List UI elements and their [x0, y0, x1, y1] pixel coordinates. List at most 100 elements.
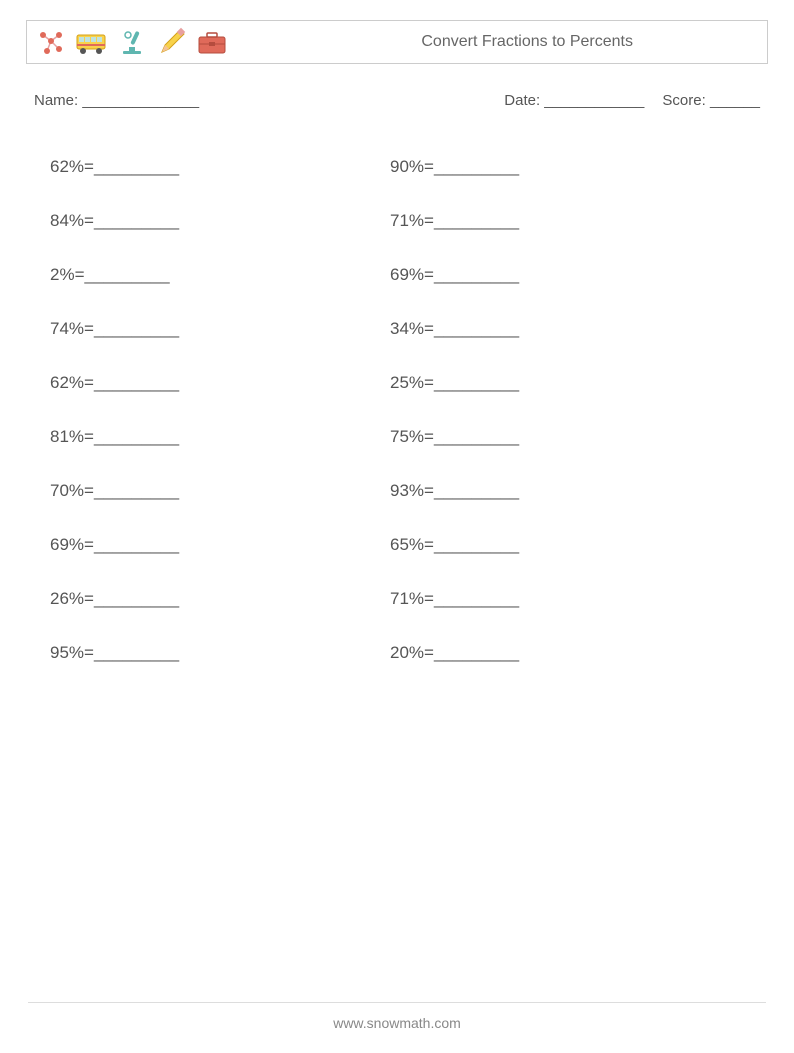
answer-blank: _________	[434, 589, 519, 609]
answer-blank: _________	[434, 535, 519, 555]
problem-row: 34% = _________	[390, 302, 730, 356]
percent-value: 74%	[50, 319, 84, 339]
equals-sign: =	[84, 211, 94, 231]
meta-row: Name: ______________ Date: ____________ …	[34, 92, 760, 109]
equals-sign: =	[84, 589, 94, 609]
percent-value: 93%	[390, 481, 424, 501]
answer-blank: _________	[434, 211, 519, 231]
answer-blank: _________	[94, 589, 179, 609]
problem-row: 81% = _________	[50, 410, 390, 464]
answer-blank: _________	[94, 319, 179, 339]
score-blank: ______	[710, 92, 760, 109]
problem-row: 25% = _________	[390, 356, 730, 410]
meta-right: Date: ____________ Score: ______	[504, 92, 760, 109]
equals-sign: =	[424, 535, 434, 555]
percent-value: 25%	[390, 373, 424, 393]
percent-value: 69%	[390, 265, 424, 285]
percent-value: 26%	[50, 589, 84, 609]
equals-sign: =	[84, 481, 94, 501]
equals-sign: =	[424, 481, 434, 501]
footer-divider	[28, 1002, 766, 1003]
percent-value: 20%	[390, 643, 424, 663]
date-field: Date: ____________	[504, 92, 644, 109]
answer-blank: _________	[434, 265, 519, 285]
answer-blank: _________	[94, 157, 179, 177]
equals-sign: =	[424, 319, 434, 339]
percent-value: 71%	[390, 211, 424, 231]
percent-value: 75%	[390, 427, 424, 447]
problem-row: 71% = _________	[390, 194, 730, 248]
answer-blank: _________	[434, 481, 519, 501]
footer-url: www.snowmath.com	[0, 1015, 794, 1031]
molecule-icon	[35, 25, 69, 59]
worksheet-title: Convert Fractions to Percents	[421, 33, 753, 51]
equals-sign: =	[84, 643, 94, 663]
equals-sign: =	[424, 211, 434, 231]
name-blank: ______________	[82, 92, 199, 109]
problem-row: 93% = _________	[390, 464, 730, 518]
percent-value: 84%	[50, 211, 84, 231]
problem-row: 90% = _________	[390, 140, 730, 194]
score-field: Score: ______	[662, 92, 760, 109]
microscope-icon	[115, 25, 149, 59]
percent-value: 95%	[50, 643, 84, 663]
equals-sign: =	[75, 265, 85, 285]
problem-row: 2% = _________	[50, 248, 390, 302]
equals-sign: =	[424, 265, 434, 285]
pencil-icon	[155, 25, 189, 59]
problem-row: 69% = _________	[390, 248, 730, 302]
percent-value: 69%	[50, 535, 84, 555]
equals-sign: =	[84, 319, 94, 339]
problem-row: 62% = _________	[50, 356, 390, 410]
problems-grid: 62% = _________84% = _________2% = _____…	[50, 140, 730, 680]
answer-blank: _________	[434, 319, 519, 339]
problem-row: 84% = _________	[50, 194, 390, 248]
answer-blank: _________	[94, 643, 179, 663]
answer-blank: _________	[434, 427, 519, 447]
date-label: Date:	[504, 92, 540, 109]
answer-blank: _________	[85, 265, 170, 285]
name-field: Name: ______________	[34, 92, 199, 109]
answer-blank: _________	[94, 211, 179, 231]
percent-value: 65%	[390, 535, 424, 555]
left-column: 62% = _________84% = _________2% = _____…	[50, 140, 390, 680]
answer-blank: _________	[434, 157, 519, 177]
problem-row: 26% = _________	[50, 572, 390, 626]
equals-sign: =	[424, 157, 434, 177]
percent-value: 34%	[390, 319, 424, 339]
percent-value: 71%	[390, 589, 424, 609]
answer-blank: _________	[94, 481, 179, 501]
answer-blank: _________	[94, 373, 179, 393]
equals-sign: =	[84, 535, 94, 555]
name-label: Name:	[34, 92, 78, 109]
percent-value: 70%	[50, 481, 84, 501]
school-bus-icon	[75, 25, 109, 59]
answer-blank: _________	[434, 643, 519, 663]
briefcase-icon	[195, 25, 229, 59]
date-blank: ____________	[544, 92, 644, 109]
equals-sign: =	[84, 427, 94, 447]
score-label: Score:	[662, 92, 705, 109]
answer-blank: _________	[434, 373, 519, 393]
equals-sign: =	[424, 643, 434, 663]
percent-value: 62%	[50, 373, 84, 393]
problem-row: 20% = _________	[390, 626, 730, 680]
percent-value: 62%	[50, 157, 84, 177]
percent-value: 90%	[390, 157, 424, 177]
problem-row: 70% = _________	[50, 464, 390, 518]
header-box: Convert Fractions to Percents	[26, 20, 768, 64]
equals-sign: =	[424, 589, 434, 609]
equals-sign: =	[84, 157, 94, 177]
equals-sign: =	[424, 427, 434, 447]
problem-row: 69% = _________	[50, 518, 390, 572]
answer-blank: _________	[94, 427, 179, 447]
right-column: 90% = _________71% = _________69% = ____…	[390, 140, 730, 680]
header-icons	[35, 25, 229, 59]
problem-row: 75% = _________	[390, 410, 730, 464]
answer-blank: _________	[94, 535, 179, 555]
equals-sign: =	[424, 373, 434, 393]
problem-row: 74% = _________	[50, 302, 390, 356]
problem-row: 62% = _________	[50, 140, 390, 194]
problem-row: 95% = _________	[50, 626, 390, 680]
equals-sign: =	[84, 373, 94, 393]
